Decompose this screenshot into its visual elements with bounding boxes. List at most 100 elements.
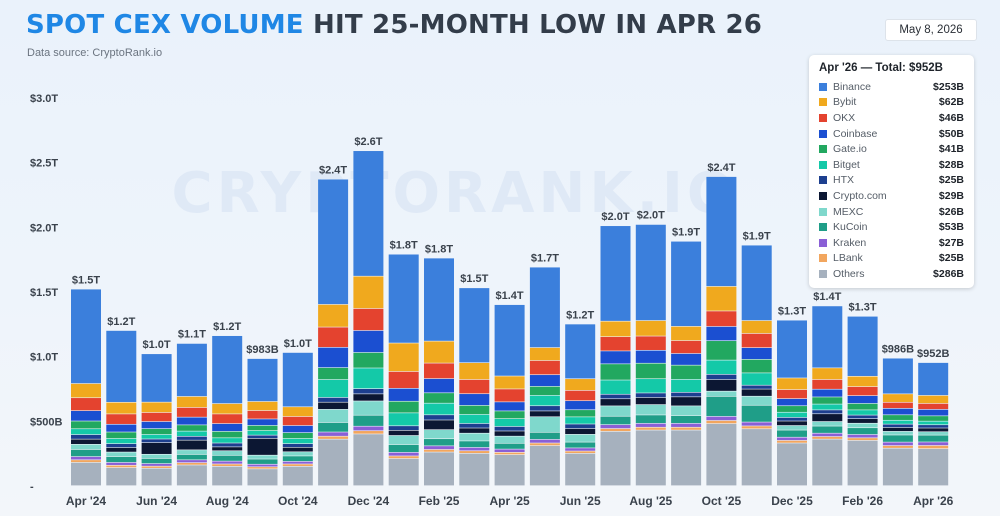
- legend-item-name: OKX: [833, 111, 856, 124]
- bar-segment: [882, 431, 913, 435]
- legend-item-value: $53B: [938, 221, 964, 234]
- bar-segment: [106, 424, 137, 432]
- legend-item: Bitget $28B: [819, 157, 964, 173]
- bar-segment: [671, 241, 702, 327]
- x-tick-label: Jun '25: [560, 494, 601, 508]
- bar-segment: [706, 423, 737, 486]
- bar-segment: [318, 367, 349, 380]
- legend-item-name: Coinbase: [833, 127, 878, 140]
- bar-segment: [176, 396, 207, 408]
- legend-item-name: HTX: [833, 174, 854, 187]
- bar-segment: [388, 343, 419, 372]
- legend-item-value: $29B: [938, 189, 964, 202]
- bar-segment: [706, 311, 737, 327]
- bar-segment: [388, 401, 419, 413]
- bar-segment: [635, 404, 666, 415]
- legend-item-value: $26B: [938, 205, 964, 218]
- bar-segment: [777, 443, 807, 486]
- bar-segment: [424, 341, 454, 363]
- bar-segment: [247, 410, 278, 419]
- bar-total-label: $2.4T: [707, 162, 735, 174]
- bar-segment: [388, 413, 419, 426]
- legend-item-name: MEXC: [833, 205, 864, 218]
- bar-segment: [494, 436, 525, 443]
- bar-segment: [388, 456, 419, 459]
- bar-segment: [494, 426, 525, 431]
- bar-segment: [706, 176, 737, 287]
- legend-item-value: $25B: [938, 174, 964, 187]
- bar-segment: [777, 440, 807, 443]
- bar-segment: [635, 397, 666, 405]
- bar-segment: [847, 316, 878, 376]
- bar-segment: [71, 439, 101, 445]
- legend-item-value: $50B: [938, 127, 964, 140]
- bar-segment: [176, 425, 207, 431]
- x-tick-label: Apr '25: [489, 494, 530, 508]
- x-tick-label: Feb '25: [419, 494, 460, 508]
- x-tick-label: Feb '26: [842, 494, 883, 508]
- bar-segment: [847, 428, 878, 435]
- bar-segment: [635, 379, 666, 393]
- bar-segment: [282, 447, 313, 452]
- bar-segment: [318, 432, 349, 436]
- bar-segment: [141, 466, 172, 468]
- bar-total-label: $1.0T: [284, 338, 312, 350]
- bar-segment: [494, 304, 525, 376]
- bar-segment: [777, 437, 807, 441]
- legend-item: LBank $25B: [819, 251, 964, 267]
- bar-total-label: $1.5T: [460, 273, 488, 285]
- bar-segment: [282, 461, 313, 464]
- bar-segment: [459, 433, 490, 441]
- bar-total-label: $1.4T: [496, 290, 524, 302]
- bar-segment: [812, 397, 843, 404]
- legend-item-name: Gate.io: [833, 143, 867, 156]
- bar-segment: [494, 443, 525, 449]
- legend-item: HTX $25B: [819, 173, 964, 189]
- bar-segment: [741, 426, 772, 429]
- bar-segment: [106, 402, 137, 414]
- bar-segment: [812, 436, 843, 439]
- legend-item: MEXC $26B: [819, 204, 964, 220]
- bar-segment: [459, 428, 490, 433]
- legend-item-name: KuCoin: [833, 221, 868, 234]
- bar-segment: [247, 358, 278, 402]
- bar-segment: [635, 393, 666, 398]
- bar-segment: [635, 224, 666, 321]
- bar-segment: [388, 254, 419, 343]
- bar-segment: [353, 415, 384, 426]
- bar-segment: [918, 432, 949, 435]
- bar-segment: [388, 458, 419, 486]
- bar-segment: [529, 386, 560, 396]
- bar-segment: [741, 359, 772, 373]
- bar-total-label: $986B: [882, 343, 914, 355]
- bar-segment: [635, 427, 666, 430]
- bar-segment: [529, 267, 560, 348]
- x-tick-label: Apr '26: [913, 494, 954, 508]
- bar-segment: [494, 402, 525, 411]
- bar-segment: [71, 410, 101, 421]
- legend-swatch: [819, 82, 827, 91]
- bar-total-label: $2.4T: [319, 164, 347, 176]
- bar-segment: [777, 430, 807, 437]
- bar-segment: [600, 424, 631, 429]
- bar-segment: [388, 426, 419, 431]
- bar-segment: [671, 365, 702, 380]
- bar-segment: [141, 434, 172, 439]
- bar-segment: [741, 348, 772, 360]
- bar-segment: [71, 421, 101, 429]
- bar-segment: [812, 439, 843, 486]
- bar-segment: [282, 352, 313, 407]
- bar-segment: [882, 402, 913, 409]
- bar-segment: [247, 469, 278, 486]
- bar-segment: [106, 447, 137, 452]
- bar-segment: [141, 458, 172, 464]
- bar-segment: [918, 428, 949, 432]
- legend-swatch: [819, 129, 827, 138]
- bar-segment: [529, 439, 560, 443]
- bar-segment: [494, 376, 525, 389]
- bar-segment: [741, 320, 772, 334]
- bar-segment: [847, 395, 878, 404]
- bar-total-label: $952B: [917, 348, 949, 360]
- bar-segment: [459, 394, 490, 406]
- bar-segment: [671, 326, 702, 341]
